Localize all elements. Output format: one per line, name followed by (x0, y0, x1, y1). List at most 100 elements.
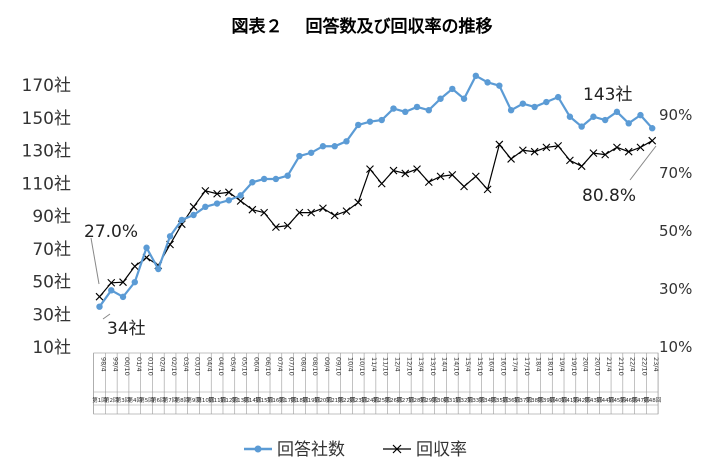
category-label: 07/10 (288, 357, 296, 376)
rate-point (436, 172, 445, 181)
category-label: 23/4 (652, 357, 660, 372)
category-label: 18/10 (546, 357, 554, 376)
count-point (237, 192, 244, 199)
category-table: 98/4 99/4 00/10 01/4 01/10 02/4 02/10 03/4 03/10… (92, 352, 662, 415)
rate-point (448, 171, 457, 179)
survey-number-label: 第28回 (408, 396, 426, 404)
survey-number-label: 第43回 (584, 396, 602, 404)
rate-point (272, 223, 280, 231)
rate-point (401, 169, 410, 178)
count-point (449, 85, 456, 93)
rate-point (295, 208, 304, 217)
category-label: 98/4 (100, 357, 108, 372)
rate-point (566, 156, 574, 165)
rate-point (648, 136, 657, 145)
survey-number-label: 第13回 (232, 396, 250, 404)
rate-point (424, 178, 433, 187)
survey-number-label: 第8回 (175, 396, 190, 404)
rate-point (119, 278, 127, 287)
survey-number-label: 第24回 (361, 396, 379, 404)
rate-point (636, 143, 645, 152)
rate-point (354, 198, 363, 207)
count-point (296, 152, 303, 160)
category-label: 04/4 (205, 357, 213, 372)
count-point (390, 105, 397, 112)
count-point (496, 82, 503, 89)
rate-point (377, 179, 386, 188)
survey-number-label: 第5回 (139, 396, 154, 404)
category-label: 13/4 (417, 357, 425, 372)
survey-number-label: 第23回 (349, 396, 367, 404)
chart-title: 図表２ 回答数及び回収率の推移 (232, 16, 493, 37)
left-tick-label: 110社 (22, 174, 71, 194)
legend: 回答社数 回収率 (244, 440, 467, 460)
rate-point (495, 140, 504, 149)
survey-number-label: 第29回 (420, 396, 438, 404)
survey-number-label: 第11回 (208, 396, 226, 404)
survey-number-label: 第30回 (432, 396, 450, 404)
survey-number-label: 第36回 (502, 396, 520, 404)
left-tick-label: 170社 (22, 76, 71, 96)
survey-number-label: 第18回 (290, 396, 308, 404)
count-point (413, 103, 421, 111)
annotation-last-count: 143社 (583, 85, 632, 105)
count-point (601, 116, 609, 124)
category-label: 10/4 (346, 357, 354, 372)
category-label: 16/4 (488, 357, 496, 372)
rate-point (307, 208, 316, 217)
category-label: 06/4 (252, 357, 260, 372)
rate-point (107, 278, 116, 287)
category-label: 01/10 (147, 357, 155, 376)
rate-point (201, 186, 210, 195)
count-point (190, 211, 197, 219)
count-point (484, 79, 491, 86)
category-label: 09/4 (323, 357, 331, 372)
survey-number-label: 第45回 (608, 396, 626, 404)
category-label: 08/10 (311, 357, 319, 376)
rate-point (189, 202, 198, 211)
category-label: 17/4 (511, 357, 519, 372)
left-tick-label: 150社 (22, 109, 71, 129)
survey-number-label: 第48回 (643, 396, 661, 404)
category-label: 05/10 (241, 357, 249, 376)
right-tick-label: 10% (659, 338, 692, 356)
count-point (613, 108, 621, 116)
survey-number-label: 第12回 (220, 396, 238, 404)
category-label: 17/10 (523, 357, 531, 376)
survey-number-label: 第20回 (314, 396, 332, 404)
count-point (460, 95, 468, 102)
rate-point (389, 166, 398, 175)
count-point (366, 118, 374, 125)
count-point (213, 200, 221, 207)
category-label: 04/10 (217, 357, 225, 376)
category-label: 21/4 (605, 357, 613, 372)
rate-point (213, 189, 221, 198)
rate-point (342, 207, 351, 216)
count-point (472, 72, 480, 80)
right-tick-label: 70% (659, 164, 692, 182)
legend-rate-label: 回収率 (416, 440, 467, 460)
count-point (343, 138, 350, 145)
left-tick-label: 50社 (32, 273, 71, 293)
rate-point (130, 262, 139, 271)
category-label: 12/4 (394, 357, 402, 372)
survey-number-label: 第2回 (104, 396, 119, 404)
right-axis-ticks: 90% 70% 50% 30% 10% (659, 106, 692, 356)
annotation-first-rate: 27.0% (84, 222, 138, 242)
count-point (202, 203, 209, 211)
survey-number-label: 第35回 (490, 396, 508, 404)
category-label: 12/10 (405, 357, 413, 376)
count-point (119, 293, 127, 301)
survey-number-label: 第42回 (573, 396, 591, 404)
count-point (378, 116, 385, 124)
rate-point (319, 204, 327, 213)
right-tick-label: 50% (659, 222, 692, 240)
survey-number-label: 第37回 (514, 396, 532, 404)
category-label: 22/10 (640, 357, 648, 376)
survey-number-label: 第26回 (385, 396, 403, 404)
series-count (96, 72, 656, 310)
count-point (284, 172, 291, 179)
category-label: 08/4 (299, 357, 307, 372)
category-label: 03/4 (182, 357, 190, 372)
rate-point (413, 165, 421, 173)
